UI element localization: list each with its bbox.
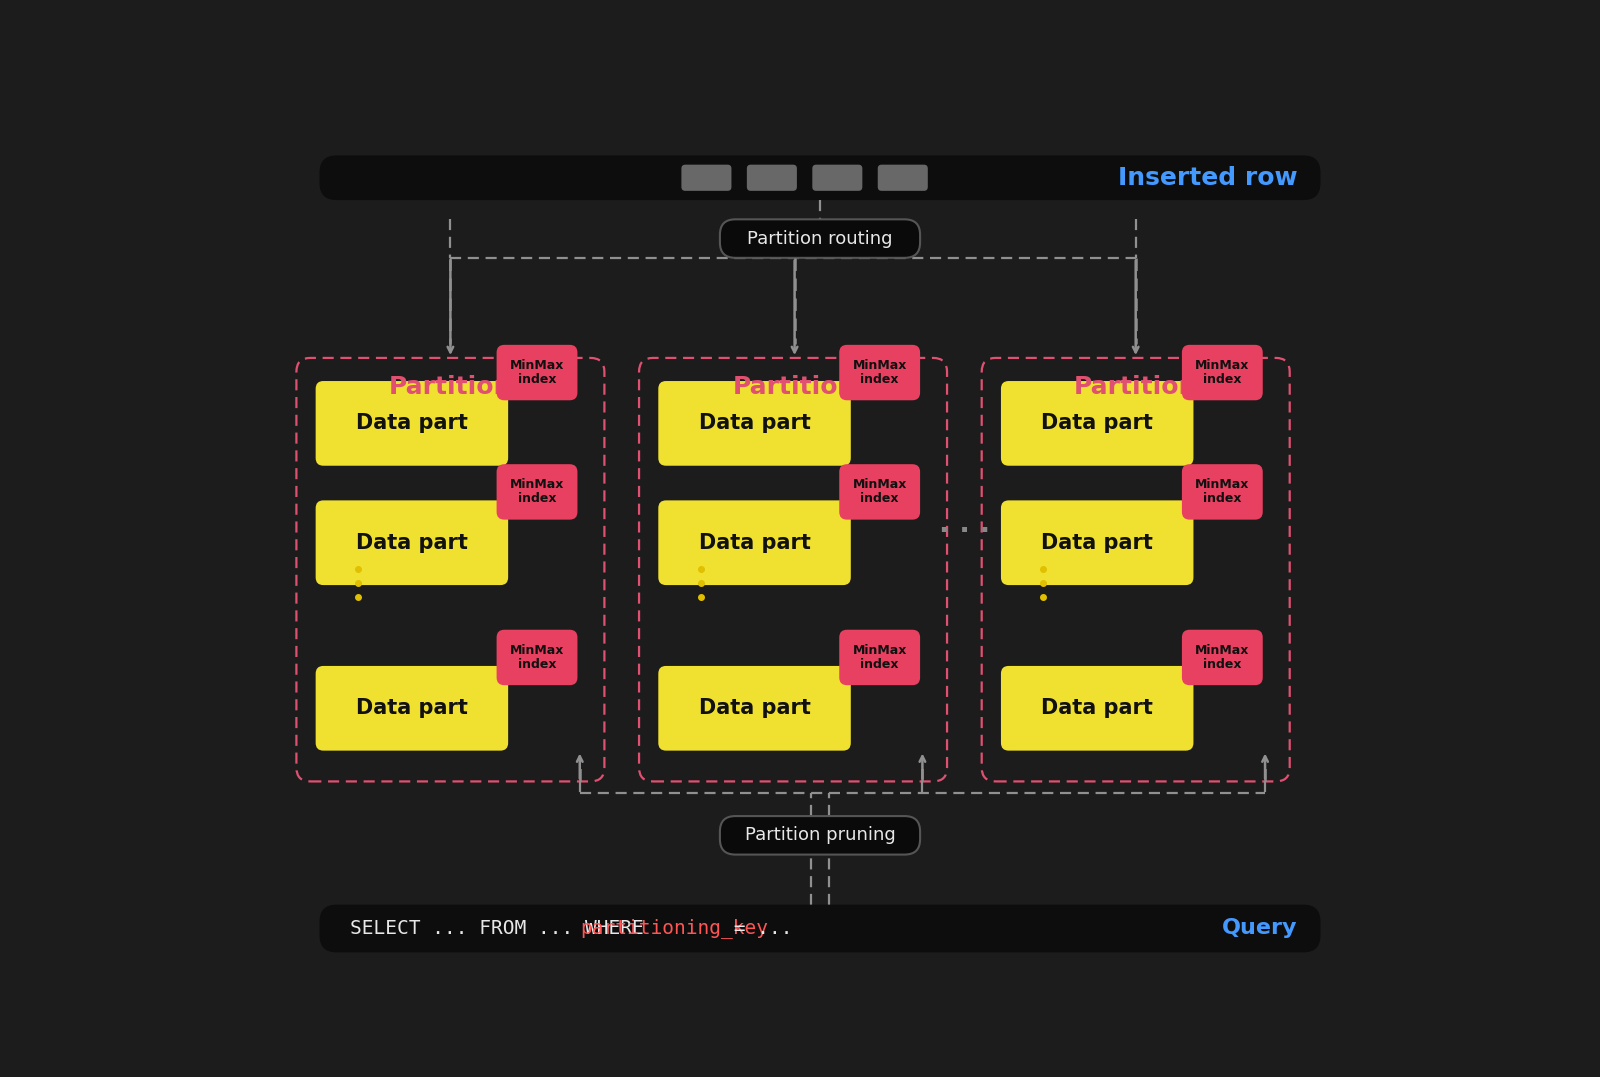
FancyBboxPatch shape [1182, 464, 1262, 519]
Text: Data part: Data part [355, 698, 467, 718]
FancyBboxPatch shape [720, 816, 920, 854]
Text: MinMax
index: MinMax index [853, 359, 907, 386]
Text: MinMax
index: MinMax index [1195, 359, 1250, 386]
Text: MinMax
index: MinMax index [1195, 478, 1250, 505]
FancyBboxPatch shape [320, 905, 1320, 952]
Text: Data part: Data part [699, 414, 811, 433]
Text: MinMax
index: MinMax index [853, 644, 907, 671]
Text: Data part: Data part [1042, 698, 1154, 718]
FancyBboxPatch shape [315, 381, 509, 465]
Text: Data part: Data part [1042, 414, 1154, 433]
Text: Partition: Partition [389, 375, 512, 400]
Text: Data part: Data part [355, 533, 467, 553]
Text: Data part: Data part [1042, 533, 1154, 553]
FancyBboxPatch shape [1182, 630, 1262, 685]
Text: MinMax
index: MinMax index [510, 359, 565, 386]
Text: Data part: Data part [355, 414, 467, 433]
FancyBboxPatch shape [658, 381, 851, 465]
FancyBboxPatch shape [720, 220, 920, 257]
Text: Partition pruning: Partition pruning [744, 826, 896, 844]
FancyBboxPatch shape [496, 464, 578, 519]
Text: MinMax
index: MinMax index [1195, 644, 1250, 671]
FancyBboxPatch shape [496, 345, 578, 401]
FancyBboxPatch shape [1002, 501, 1194, 585]
FancyBboxPatch shape [496, 630, 578, 685]
FancyBboxPatch shape [315, 666, 509, 751]
FancyBboxPatch shape [840, 345, 920, 401]
Text: = ...: = ... [722, 919, 792, 938]
FancyBboxPatch shape [813, 165, 862, 191]
FancyBboxPatch shape [658, 501, 851, 585]
FancyBboxPatch shape [840, 464, 920, 519]
Text: partitioning_key: partitioning_key [581, 919, 768, 938]
FancyBboxPatch shape [315, 501, 509, 585]
FancyBboxPatch shape [1182, 345, 1262, 401]
Text: SELECT ... FROM ... WHERE: SELECT ... FROM ... WHERE [350, 919, 656, 938]
Text: Partition routing: Partition routing [747, 229, 893, 248]
FancyBboxPatch shape [1002, 381, 1194, 465]
Text: Query: Query [1222, 919, 1298, 938]
Text: · · ·: · · · [939, 517, 990, 545]
FancyBboxPatch shape [840, 630, 920, 685]
Text: Partition: Partition [733, 375, 856, 400]
FancyBboxPatch shape [878, 165, 928, 191]
FancyBboxPatch shape [658, 666, 851, 751]
Text: MinMax
index: MinMax index [510, 644, 565, 671]
FancyBboxPatch shape [747, 165, 797, 191]
Text: Inserted row: Inserted row [1118, 166, 1298, 190]
FancyBboxPatch shape [1002, 666, 1194, 751]
Text: Data part: Data part [699, 698, 811, 718]
FancyBboxPatch shape [682, 165, 731, 191]
Text: Data part: Data part [699, 533, 811, 553]
Text: MinMax
index: MinMax index [510, 478, 565, 505]
Text: MinMax
index: MinMax index [853, 478, 907, 505]
FancyBboxPatch shape [320, 155, 1320, 200]
Text: Partition: Partition [1074, 375, 1197, 400]
